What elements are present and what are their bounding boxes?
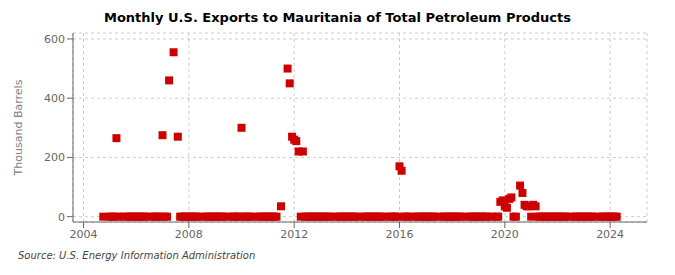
svg-text:200: 200	[44, 151, 65, 164]
svg-text:2016: 2016	[385, 228, 413, 241]
html-text:Monthly U.S. Exports to Maurit: Monthly U.S. Exports to Mauritania of To…	[104, 10, 571, 25]
svg-text:2024: 2024	[596, 228, 624, 241]
svg-text:Thousand Barrels: Thousand Barrels	[12, 79, 25, 176]
svg-text:0: 0	[58, 211, 65, 224]
svg-text:2012: 2012	[280, 228, 308, 241]
svg-text:2008: 2008	[175, 228, 203, 241]
svg-text:400: 400	[44, 92, 65, 105]
html-text:Source: U.S. Energy Informatio: Source: U.S. Energy Information Administ…	[18, 250, 256, 261]
svg-text:2020: 2020	[491, 228, 519, 241]
svg-text:600: 600	[44, 33, 65, 46]
svg-text:2004: 2004	[70, 228, 98, 241]
